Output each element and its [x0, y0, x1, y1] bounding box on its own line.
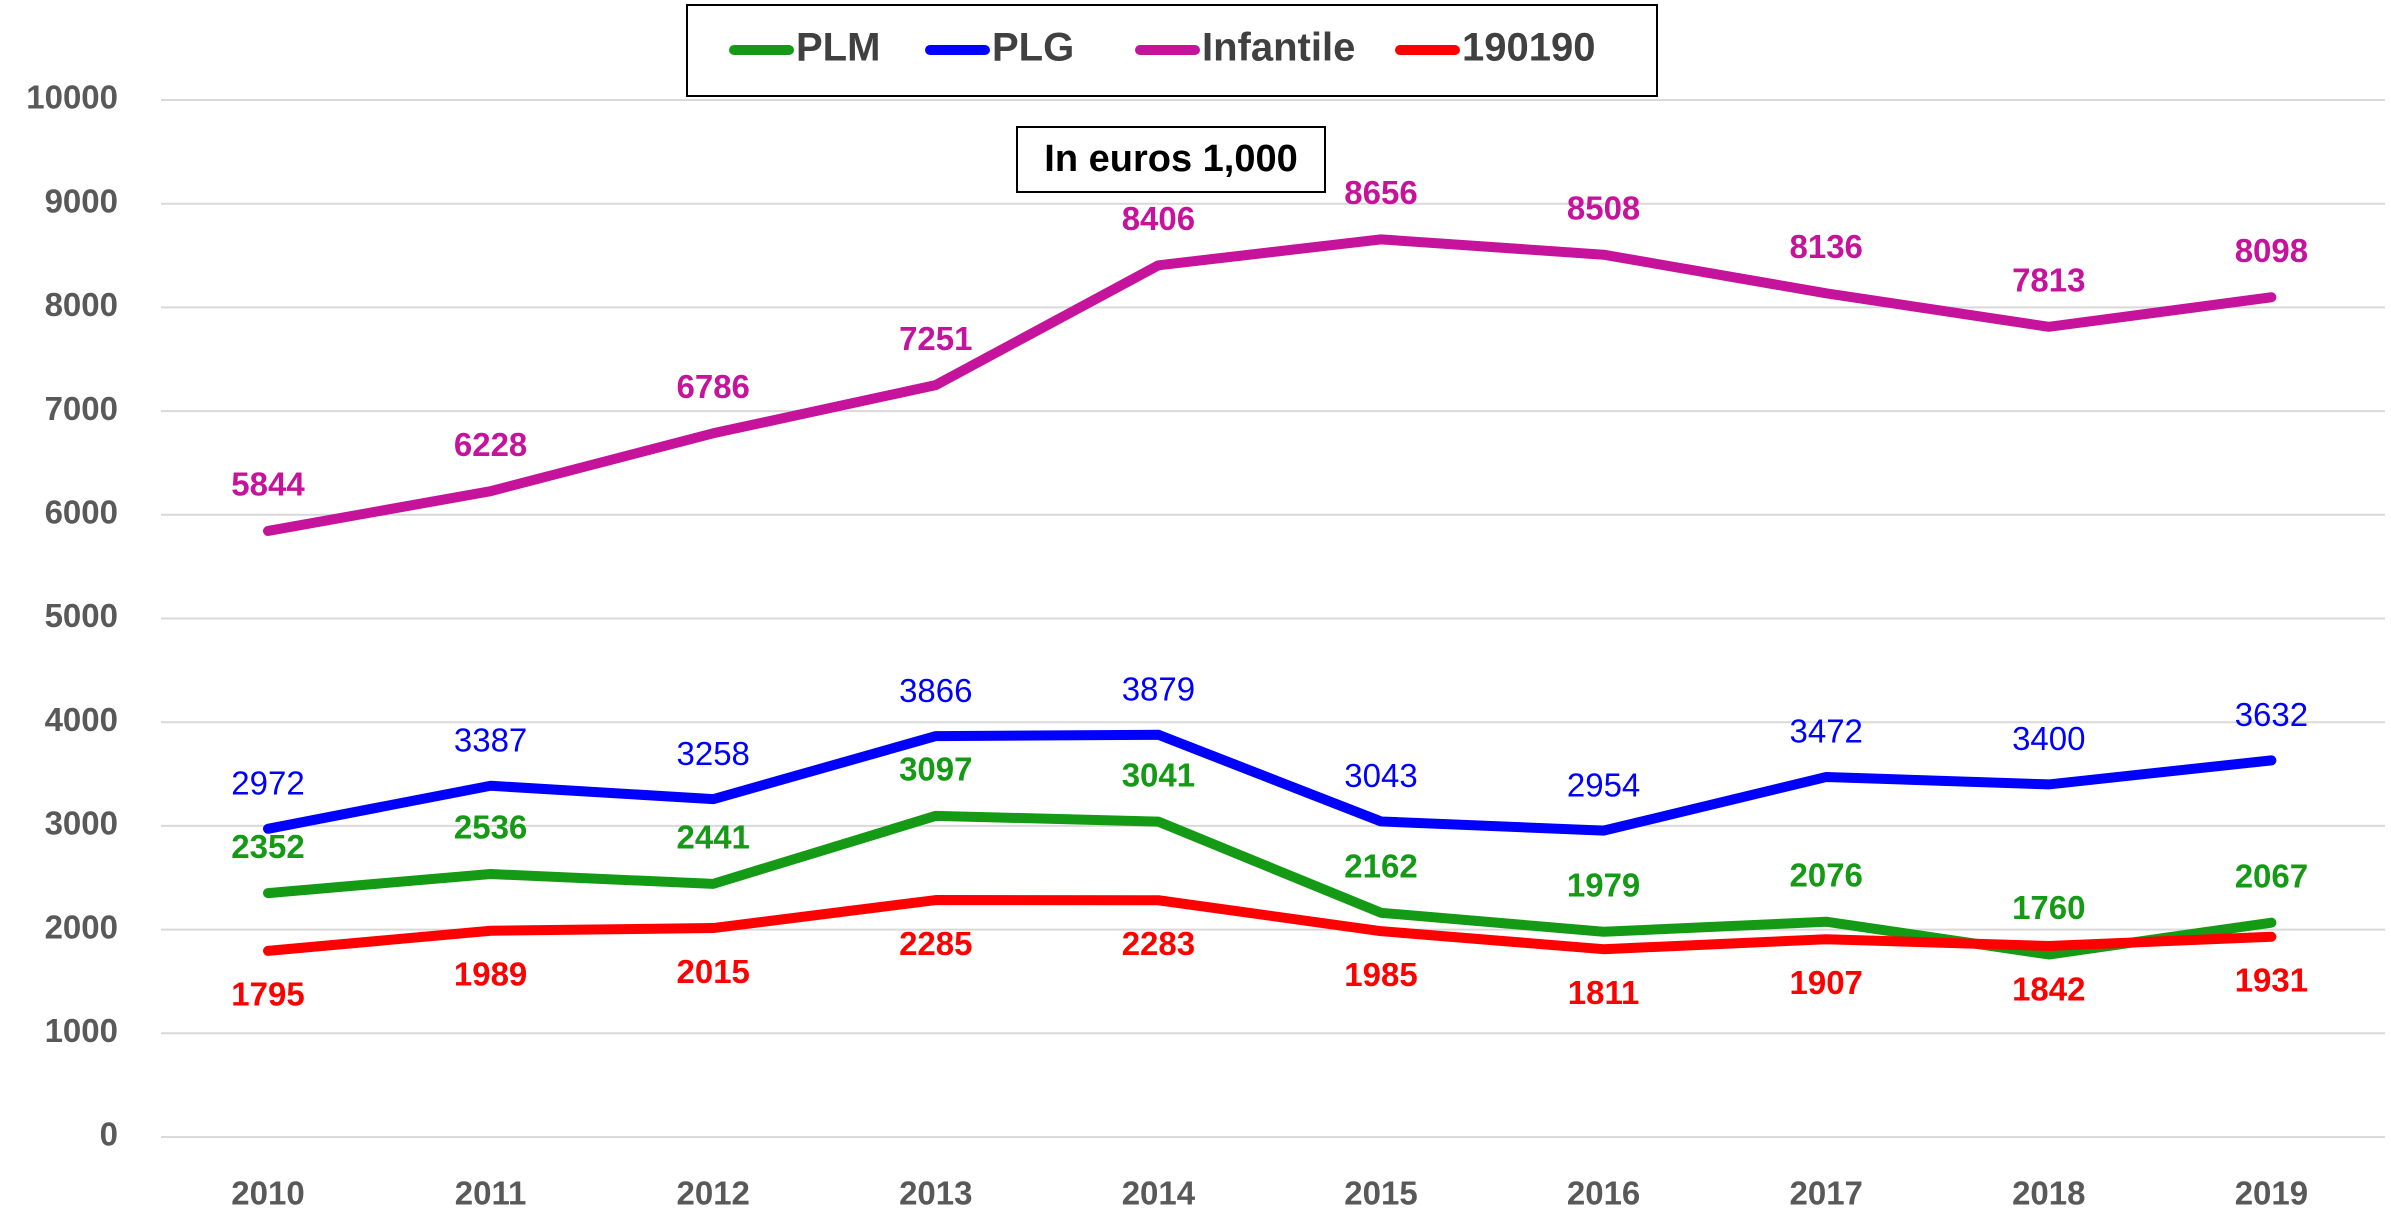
data-label: 2536: [454, 809, 527, 846]
data-label: 2441: [676, 819, 749, 856]
data-label: 1907: [1789, 964, 1862, 1001]
data-label: 3472: [1789, 713, 1862, 750]
x-tick-label: 2017: [1789, 1175, 1862, 1212]
x-tick-label: 2019: [2235, 1175, 2308, 1212]
data-label: 3258: [676, 735, 749, 772]
x-tick-label: 2016: [1567, 1175, 1640, 1212]
data-label: 2972: [231, 765, 304, 802]
x-tick-label: 2014: [1122, 1175, 1196, 1212]
y-tick-label: 2000: [45, 908, 118, 945]
data-label: 5844: [231, 466, 305, 503]
legend-label: Infantile: [1202, 26, 1355, 70]
y-tick-label: 9000: [45, 182, 118, 219]
y-tick-label: 5000: [45, 597, 118, 634]
data-label: 8136: [1789, 228, 1862, 265]
data-label: 2067: [2235, 857, 2308, 894]
data-label: 3043: [1344, 757, 1417, 794]
x-tick-label: 2015: [1344, 1175, 1417, 1212]
data-label: 2076: [1789, 856, 1862, 893]
x-tick-label: 2010: [231, 1175, 304, 1212]
data-label: 3400: [2012, 720, 2085, 757]
data-label: 3866: [899, 672, 972, 709]
data-label: 1760: [2012, 889, 2085, 926]
data-label: 2954: [1567, 766, 1640, 803]
data-label: 1931: [2235, 961, 2308, 998]
y-tick-label: 6000: [45, 494, 118, 531]
annotation: In euros 1,000: [1044, 138, 1297, 180]
y-tick-label: 0: [100, 1116, 118, 1153]
data-label: 1985: [1344, 956, 1417, 993]
x-tick-label: 2013: [899, 1175, 972, 1212]
data-label: 3632: [2235, 696, 2308, 733]
data-label: 7813: [2012, 262, 2085, 299]
data-label: 8406: [1122, 200, 1195, 237]
y-tick-label: 1000: [45, 1012, 118, 1049]
data-label: 7251: [899, 320, 972, 357]
data-label: 1795: [231, 976, 304, 1013]
data-label: 3879: [1122, 670, 1195, 707]
series-line: [263, 895, 2277, 956]
data-label: 1811: [1568, 974, 1640, 1011]
y-tick-label: 7000: [45, 390, 118, 427]
data-label: 3387: [454, 721, 527, 758]
data-label: 2285: [899, 925, 972, 962]
data-label: 1979: [1567, 866, 1640, 903]
data-label: 3097: [899, 751, 972, 788]
series-line: [263, 729, 2277, 836]
data-label: 6786: [676, 368, 749, 405]
data-label: 8656: [1344, 174, 1417, 211]
data-label: 2283: [1122, 925, 1195, 962]
annotation-box: [1016, 126, 1326, 193]
data-label: 1989: [454, 955, 527, 992]
data-label: 2352: [231, 828, 304, 865]
legend-label: PLM: [796, 26, 880, 70]
x-tick-label: 2018: [2012, 1175, 2085, 1212]
legend-label: 190190: [1462, 26, 1595, 70]
x-tick-label: 2012: [676, 1175, 749, 1212]
y-tick-label: 10000: [26, 79, 118, 116]
series-line: [263, 234, 2277, 536]
y-tick-label: 8000: [45, 286, 118, 323]
data-label: 1842: [2012, 971, 2085, 1008]
data-label: 6228: [454, 426, 527, 463]
x-tick-label: 2011: [455, 1175, 527, 1212]
data-label: 8098: [2235, 232, 2308, 269]
legend-label: PLG: [992, 26, 1074, 70]
y-tick-label: 4000: [45, 701, 118, 738]
data-label: 8508: [1567, 189, 1640, 226]
y-tick-label: 3000: [45, 805, 118, 842]
data-label: 2162: [1344, 848, 1417, 885]
data-label: 2015: [676, 953, 749, 990]
data-label: 3041: [1122, 756, 1195, 793]
